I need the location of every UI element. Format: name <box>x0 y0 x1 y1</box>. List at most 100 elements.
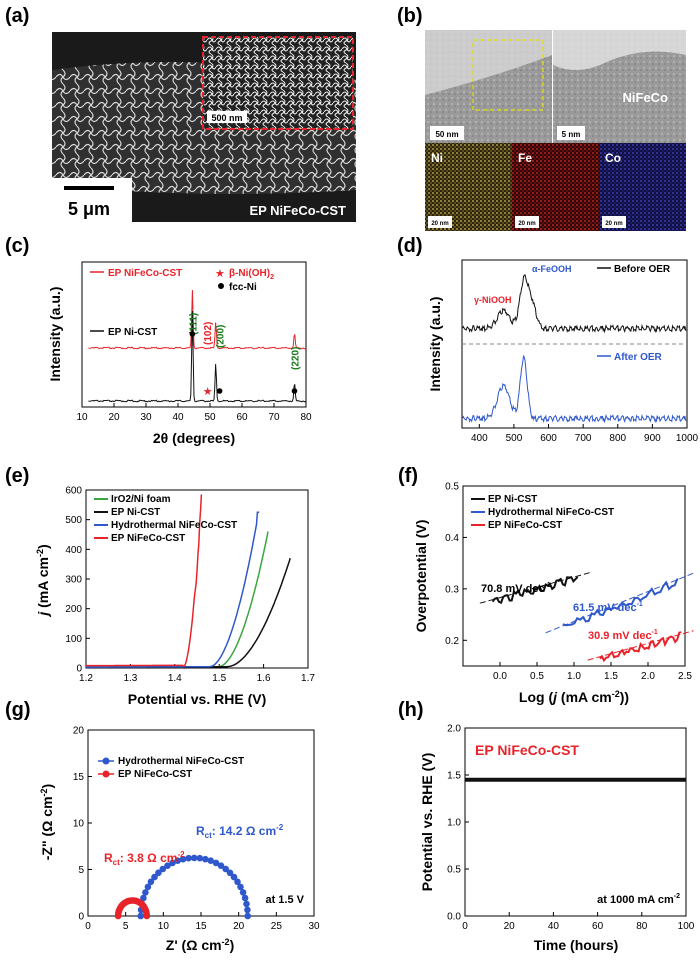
legend-label-nifeco-c: EP NiFeCo-CST <box>108 268 182 279</box>
y-axis-label-h: Potential vs. RHE (V) <box>419 753 435 891</box>
nyquist-point-0-3 <box>140 894 147 902</box>
y-tick-label-h-2: 1.0 <box>447 818 461 829</box>
note-h: at 1000 mA cm-2 <box>597 893 680 906</box>
map-element-ni: Ni <box>431 151 443 165</box>
x-tick-label-h-4: 80 <box>636 921 648 932</box>
x-tick-label-f-2: 1.0 <box>567 671 581 682</box>
map-scale-fe: 20 nm <box>518 221 535 227</box>
x-tick-label-e-0: 1.2 <box>79 673 93 684</box>
inset-scale-box <box>207 111 247 123</box>
panel-f: (f) 0.0 0.5 1.0 1.5 2.0 2.5 0.2 0.3 0.4 0.5 Log (… <box>398 465 695 705</box>
legend-label-after: After OER <box>614 352 663 363</box>
nyquist-point-0-16 <box>196 854 204 862</box>
material-label: NiFeCo <box>623 90 669 105</box>
nyquist-point-0-17 <box>202 855 209 863</box>
panel-a: (a) 500 nm 5 μm EP NiFeCo-CST <box>5 5 356 222</box>
peak-label-3: (220) <box>290 347 301 370</box>
legend-label-ni-f: EP Ni-CST <box>488 494 537 505</box>
peak-marker-dot-200 <box>216 388 223 394</box>
x-tick-label-d-4: 800 <box>609 433 626 444</box>
x-axis-label-e: Potential vs. RHE (V) <box>128 691 266 707</box>
x-tick-label-g-6: 30 <box>308 921 320 932</box>
slope-label-ni: 70.8 mV dec-1 <box>481 582 551 595</box>
x-tick-label-h-3: 60 <box>592 921 604 932</box>
peak-marker-star-102: ★ <box>203 386 213 398</box>
x-tick-label-f-4: 2.0 <box>641 671 655 682</box>
x-tick-label-d-5: 900 <box>644 433 661 444</box>
annotation-niooh: γ-NiOOH <box>474 295 512 305</box>
x-axis-label-f: Log (j (mA cm-2)) <box>519 689 629 705</box>
panel-label-c: (c) <box>5 235 29 257</box>
x-tick-label-g-2: 10 <box>158 921 170 932</box>
panel-label-h: (h) <box>398 699 424 721</box>
panel-h: (h) 0 20 40 60 80 100 0.0 0.5 1.0 1.5 2.0 Time (ho… <box>398 699 695 953</box>
x-tick-label-h-1: 20 <box>504 921 516 932</box>
peak-label-0: (111) <box>188 313 199 335</box>
y-tick-label-h-1: 0.5 <box>447 865 461 876</box>
map-scale-ni: 20 nm <box>431 221 448 227</box>
y-tick-label-f-3: 0.5 <box>445 482 459 493</box>
y-tick-label-g-3: 15 <box>73 772 85 783</box>
x-tick-label-e-3: 1.5 <box>212 673 226 684</box>
x-tick-label-d-1: 500 <box>506 433 523 444</box>
legend-label-ni-e: EP Ni-CST <box>111 507 160 518</box>
nyquist-point-0-30 <box>244 912 251 920</box>
x-tick-label-e-1: 1.3 <box>123 673 137 684</box>
y-tick-label-e-6: 600 <box>65 486 82 497</box>
legend-label-hydro-f: Hydrothermal NiFeCo-CST <box>488 507 614 518</box>
nyquist-point-0-12 <box>174 857 181 864</box>
nyquist-point-0-26 <box>239 889 247 896</box>
legend-star-icon: ★ <box>215 268 225 280</box>
x-tick-label-f-3: 1.5 <box>604 671 618 682</box>
nyquist-point-0-15 <box>190 854 198 862</box>
legend-label-before: Before OER <box>614 264 671 275</box>
nyquist-point-0-18 <box>207 857 214 864</box>
y-tick-label-h-4: 2.0 <box>447 724 461 735</box>
y-tick-label-e-0: 0 <box>76 664 82 675</box>
eds-map-fe: Fe 20 nm <box>512 143 599 231</box>
legend-label-ep-f: EP NiFeCo-CST <box>488 520 562 531</box>
x-tick-label-c-5: 60 <box>236 412 248 423</box>
y-tick-label-f-2: 0.4 <box>445 533 459 544</box>
nyquist-point-0-19 <box>212 859 220 867</box>
y-tick-label-f-1: 0.3 <box>445 584 459 595</box>
note-g: at 1.5 V <box>265 894 304 906</box>
x-axis-label-h: Time (hours) <box>534 937 619 953</box>
y-tick-label-e-4: 400 <box>65 545 82 556</box>
legend-dot-icon <box>218 283 224 289</box>
tafel-fit-0 <box>479 571 591 604</box>
x-tick-label-h-2: 40 <box>548 921 560 932</box>
legend-marker-label-fcc-ni: fcc-Ni <box>229 282 257 293</box>
sem-caption: EP NiFeCo-CST <box>249 203 346 218</box>
y-tick-label-h-3: 1.5 <box>447 771 461 782</box>
y-axis-label-e: j (mA cm-2) <box>35 544 51 617</box>
nyquist-point-0-5 <box>144 883 152 891</box>
y-tick-label-e-1: 100 <box>65 634 82 645</box>
x-tick-label-c-7: 80 <box>300 412 312 423</box>
panel-e: (e) 1.2 1.3 1.4 1.5 1.6 1.7 0 100 200 300 400 500 60… <box>5 465 315 707</box>
peak-label-2: (200) <box>216 325 227 348</box>
y-axis-label-c: Intensity (a.u.) <box>47 287 63 382</box>
nyquist-point-0-0 <box>137 912 144 920</box>
y-axis-label-g: -Z" (Ω cm-2) <box>39 784 55 860</box>
x-axis-label-g: Z' (Ω cm-2) <box>166 937 234 953</box>
tem2-scale-box <box>557 126 585 140</box>
nyquist-point-0-21 <box>222 865 229 873</box>
tem-vacuum-2 <box>553 30 686 70</box>
inset-scale-label: 500 nm <box>211 113 242 123</box>
x-tick-label-d-3: 700 <box>575 433 592 444</box>
x-tick-label-g-3: 15 <box>195 921 207 932</box>
nyquist-point-0-7 <box>151 873 158 881</box>
eds-map-co: Co 20 nm <box>599 143 686 231</box>
x-tick-label-c-1: 20 <box>108 412 120 423</box>
y-tick-label-f-0: 0.2 <box>445 636 459 647</box>
nyquist-point-0-10 <box>164 862 171 869</box>
y-tick-label-g-4: 20 <box>73 726 85 737</box>
tafel-fit-2 <box>587 630 694 661</box>
xrd-line-1 <box>88 310 307 403</box>
x-tick-label-d-6: 1000 <box>676 433 699 444</box>
nyquist-point-0-28 <box>243 900 250 908</box>
y-tick-label-g-0: 0 <box>78 912 84 923</box>
tafel-line-2 <box>599 631 682 663</box>
x-tick-label-g-1: 5 <box>123 921 129 932</box>
